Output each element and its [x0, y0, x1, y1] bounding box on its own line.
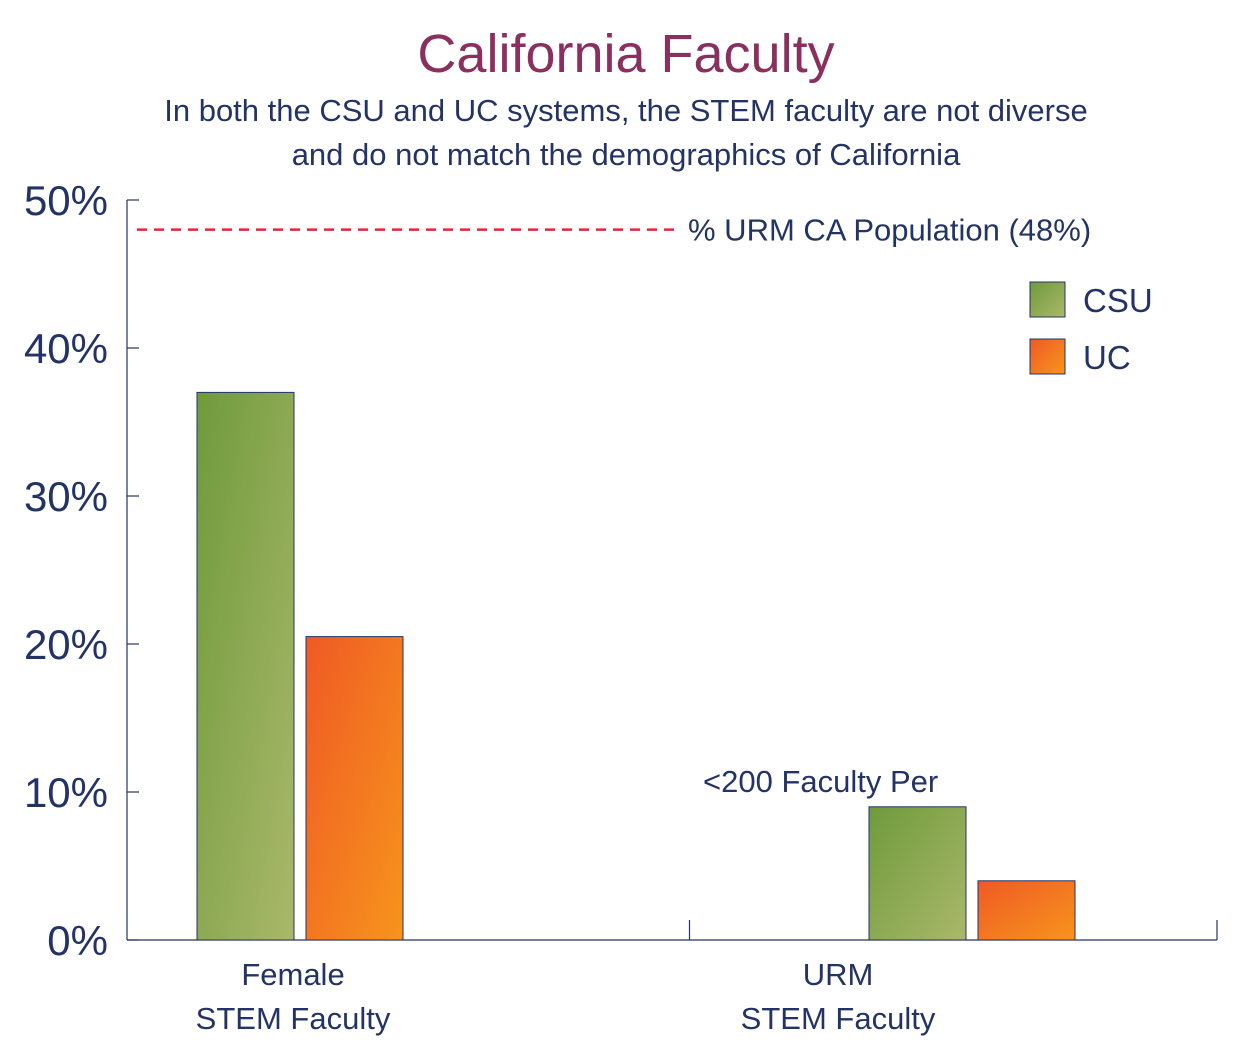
category-labels: Female STEM Faculty URM STEM Faculty [196, 957, 936, 1036]
legend: CSU UC [1029, 281, 1153, 376]
y-tick-label: 20% [24, 621, 108, 668]
bar-uc-0 [305, 636, 404, 941]
legend-label-uc: UC [1083, 339, 1131, 376]
legend-label-csu: CSU [1083, 282, 1153, 319]
bar-csu-1 [868, 806, 967, 941]
bar-csu-0 [196, 391, 295, 941]
chart-subtitle-line-2: and do not match the demographics of Cal… [292, 137, 961, 172]
chart-title: California Faculty [417, 24, 834, 84]
bars [196, 391, 1076, 941]
legend-swatch-csu [1029, 281, 1066, 318]
y-tick-label: 10% [24, 769, 108, 816]
bar-annotation: <200 Faculty Per [703, 764, 938, 799]
bar-uc-1 [977, 880, 1076, 941]
chart-subtitle-line-1: In both the CSU and UC systems, the STEM… [164, 93, 1088, 128]
category-label-0: STEM Faculty [196, 1001, 391, 1036]
y-tick-label: 40% [24, 325, 108, 372]
y-axis: 0% 10% 20% 30% 40% 50% [24, 177, 139, 964]
y-tick-label: 30% [24, 473, 108, 520]
category-label-1: STEM Faculty [741, 1001, 936, 1036]
y-tick-label: 0% [47, 917, 108, 964]
category-label-0: Female [241, 957, 344, 992]
category-label-1: URM [803, 957, 874, 992]
y-tick-label: 50% [24, 177, 108, 224]
annotations: <200 Faculty Per [703, 764, 938, 799]
reference-line-group: % URM CA Population (48%) [137, 213, 1091, 248]
reference-line-label: % URM CA Population (48%) [688, 213, 1091, 248]
legend-swatch-uc [1029, 338, 1066, 375]
